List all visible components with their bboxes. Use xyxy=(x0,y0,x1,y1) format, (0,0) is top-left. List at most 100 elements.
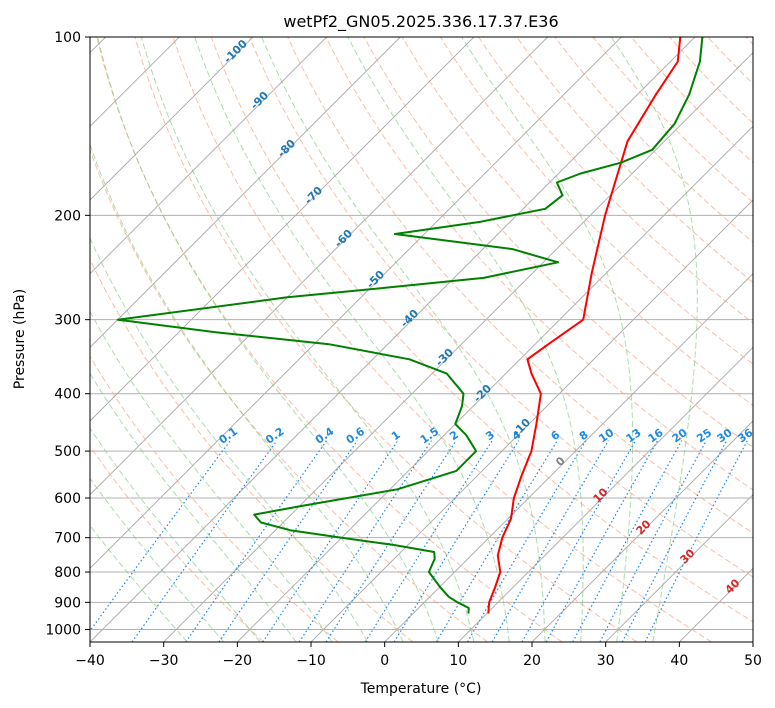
mixing-ratio-label: 2 xyxy=(447,428,461,443)
isotherm-label: 30 xyxy=(678,546,698,566)
y-tick-label: 200 xyxy=(54,208,81,224)
isotherm-label: -20 xyxy=(471,382,494,405)
dry-adiabat-60 xyxy=(249,37,753,578)
grid-layer xyxy=(90,37,753,642)
mixing-ratio-line xyxy=(218,440,358,642)
mixing-ratio-line xyxy=(90,440,231,632)
isotherm--50 xyxy=(90,37,622,570)
isotherm-label: 40 xyxy=(723,576,743,596)
x-tick-label: −20 xyxy=(223,653,253,669)
dry-adiabat-120 xyxy=(478,37,753,324)
x-tick-label: 30 xyxy=(597,653,615,669)
y-tick-label: 100 xyxy=(54,30,81,46)
y-tick-label: 400 xyxy=(54,387,81,403)
isotherm--70 xyxy=(90,37,475,422)
isotherm-label: -90 xyxy=(248,89,271,112)
isotherm-label: -70 xyxy=(302,184,325,207)
dry-adiabat-140 xyxy=(554,37,753,243)
mixing-ratio-label: 3 xyxy=(483,428,497,443)
mixing-ratio-label: 1 xyxy=(389,428,403,443)
mixing-ratio-line xyxy=(131,440,278,642)
dry-adiabat-100 xyxy=(401,37,753,406)
mixing-ratio-label: 0.2 xyxy=(263,425,286,447)
moist-adiabat-5 xyxy=(97,37,439,642)
dry-adiabat--10 xyxy=(90,355,339,642)
mixing-ratio-label: 25 xyxy=(694,426,714,445)
isotherm--30 xyxy=(163,51,753,642)
x-tick-label: −30 xyxy=(149,653,179,669)
mixing-ratio-label: 0.1 xyxy=(217,425,240,447)
mixing-ratio-line xyxy=(521,440,637,642)
tick-layer: −40 −30 −20 −10 0 10 20 30 40 5010020030040050060… xyxy=(45,30,762,669)
moist-adiabat-0 xyxy=(90,142,404,642)
dry-adiabat-160 xyxy=(630,37,753,164)
mixing-ratio-line xyxy=(185,440,328,642)
mixing-ratio-label: 36 xyxy=(735,426,755,446)
x-axis-label: Temperature (°C) xyxy=(360,681,482,697)
x-tick-label: 0 xyxy=(380,653,389,669)
y-tick-label: 900 xyxy=(54,595,81,611)
isotherm-label: -100 xyxy=(221,37,250,66)
mixing-ratio-label: 13 xyxy=(624,426,644,445)
dry-adiabat-70 xyxy=(287,37,753,534)
isotherm-30 xyxy=(605,493,753,642)
moist-adiabat--10 xyxy=(90,310,333,642)
dry-adiabat-0 xyxy=(90,258,414,642)
isotherm--20 xyxy=(236,125,753,642)
isotherm-label: -40 xyxy=(398,307,421,330)
isotherm--60 xyxy=(90,37,549,496)
moist-adiabat-20 xyxy=(261,37,546,642)
dry-adiabat-10 xyxy=(90,148,488,642)
y-axis-label: Pressure (hPa) xyxy=(12,289,28,389)
dry-adiabat-90 xyxy=(363,37,753,448)
mixing-ratio-line xyxy=(621,440,728,642)
dry-adiabat--20 xyxy=(90,445,264,642)
isotherm-0 xyxy=(384,272,753,642)
isotherm-20 xyxy=(531,420,753,642)
mixing-ratio-label: 0.6 xyxy=(344,425,368,447)
mixing-ratio-layer xyxy=(90,440,748,642)
isotherm-label: 20 xyxy=(634,517,654,537)
dry-adiabat-80 xyxy=(325,37,753,491)
isotherm--10 xyxy=(310,199,753,642)
mixing-ratio-label: 1.5 xyxy=(418,425,441,447)
mixing-ratio-line xyxy=(644,440,748,642)
x-tick-label: −10 xyxy=(296,653,326,669)
chart-title: wetPf2_GN05.2025.336.17.37.E36 xyxy=(283,12,558,32)
dry-adiabat-150 xyxy=(592,37,753,203)
x-tick-label: −40 xyxy=(75,653,105,669)
moist-adiabat--25 xyxy=(90,477,225,642)
isotherm-40 xyxy=(678,567,753,642)
x-tick-label: 50 xyxy=(744,653,762,669)
y-tick-label: 800 xyxy=(54,565,81,581)
moist-adiabat-35 xyxy=(610,37,698,642)
mixing-ratio-line xyxy=(599,440,707,642)
moist-adiabat-25 xyxy=(347,37,584,642)
x-tick-label: 10 xyxy=(449,653,467,669)
isotherm--40 xyxy=(90,37,696,642)
y-tick-label: 500 xyxy=(54,444,81,460)
mixing-ratio-line xyxy=(393,440,520,642)
isotherm-50 xyxy=(752,641,753,642)
mixing-ratio-label: 10 xyxy=(596,426,616,446)
adiabat-layer xyxy=(90,37,753,642)
mixing-ratio-label: 16 xyxy=(646,426,666,446)
isotherm-10 xyxy=(457,346,753,642)
y-tick-label: 700 xyxy=(54,531,81,547)
isotherm--90 xyxy=(90,37,328,275)
dry-adiabat-50 xyxy=(210,37,753,623)
dry-adiabat-190 xyxy=(745,37,753,46)
y-tick-label: 1000 xyxy=(45,622,81,638)
temperature-line xyxy=(487,37,682,614)
dry-adiabat-130 xyxy=(516,37,753,284)
moist-adiabat-30 xyxy=(461,37,634,642)
dry-adiabat-110 xyxy=(439,37,753,365)
mixing-ratio-label: 6 xyxy=(549,428,563,443)
moist-adiabat--5 xyxy=(90,236,369,642)
x-tick-label: 40 xyxy=(670,653,688,669)
isotherm--100 xyxy=(90,37,254,201)
mixing-ratio-line xyxy=(491,440,609,642)
moist-adiabat--30 xyxy=(90,524,188,642)
mixing-ratio-line xyxy=(262,440,399,642)
